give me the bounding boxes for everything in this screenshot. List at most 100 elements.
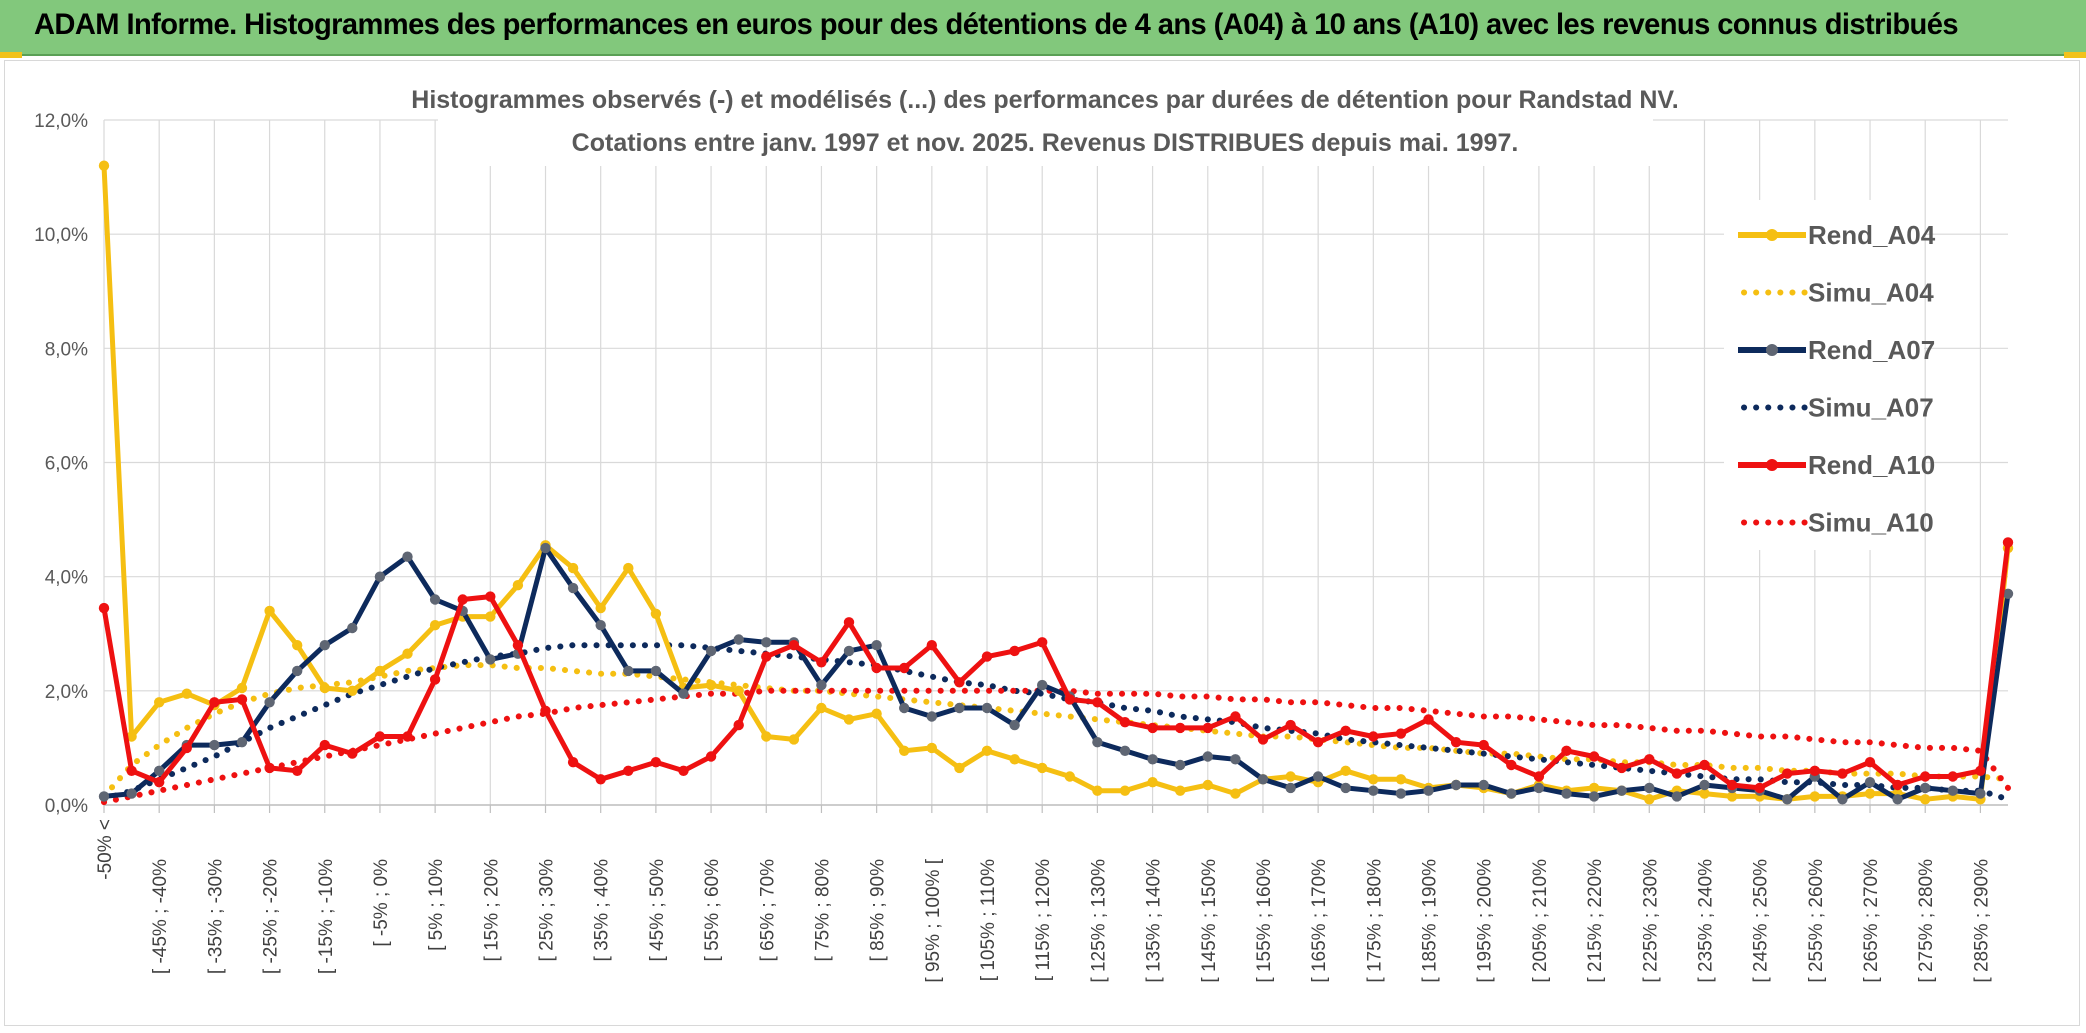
x-tick-label: [ 135% ; 140% <box>1144 859 1165 983</box>
data-point-rend-a10 <box>264 762 275 774</box>
chart-title-line-1: Histogrammes observés (-) et modélisés (… <box>411 86 1678 114</box>
data-point-rend-a07 <box>1699 779 1710 791</box>
chart-title-line-2: Cotations entre janv. 1997 et nov. 2025.… <box>572 129 1519 157</box>
data-point-rend-a10 <box>733 719 744 731</box>
data-point-rend-a10 <box>1368 731 1379 742</box>
x-tick-label: [ 45% ; 50% <box>647 859 668 962</box>
data-point-rend-a04 <box>1175 785 1186 796</box>
data-point-rend-a10 <box>512 640 524 651</box>
data-point-rend-a10 <box>1092 697 1103 708</box>
data-point-rend-a10 <box>402 731 413 742</box>
series-line-simu-a04 <box>101 662 2011 800</box>
data-point-rend-a04 <box>512 580 524 591</box>
data-point-rend-a07 <box>1285 782 1296 794</box>
data-point-rend-a10 <box>1147 722 1158 734</box>
data-point-rend-a10 <box>209 697 220 708</box>
data-point-rend-a04 <box>843 714 855 725</box>
data-point-rend-a07 <box>899 702 910 714</box>
data-point-rend-a07 <box>1616 785 1627 796</box>
x-tick-label: [ 75% ; 80% <box>812 859 833 962</box>
x-tick-label: [ 265% ; 270% <box>1861 859 1882 983</box>
data-point-rend-a10 <box>2002 537 2014 548</box>
data-point-rend-a07 <box>567 582 579 594</box>
y-tick-label: 12,0% <box>34 111 88 132</box>
data-point-rend-a07 <box>1312 771 1324 782</box>
data-point-rend-a07 <box>1147 754 1158 765</box>
data-point-rend-a10 <box>1175 722 1186 734</box>
x-tick-label: [ 55% ; 60% <box>702 859 723 962</box>
data-point-rend-a10 <box>1533 771 1545 782</box>
data-point-rend-a07 <box>733 634 744 645</box>
data-point-rend-a10 <box>1285 719 1296 731</box>
data-point-rend-a04 <box>1230 788 1241 799</box>
x-tick-label: [ 95% ; 100% [ <box>923 858 944 982</box>
x-tick-label: [ 15% ; 20% <box>481 859 502 962</box>
x-tick-label: [ -35% ; -30% <box>205 859 226 974</box>
data-point-rend-a07 <box>926 711 937 722</box>
y-tick-label: 10,0% <box>34 225 88 246</box>
x-tick-label: [ -5% ; 0% <box>371 859 392 947</box>
data-point-rend-a07 <box>705 645 717 657</box>
data-point-rend-a07 <box>1202 751 1214 762</box>
y-tick-label: 8,0% <box>45 339 88 360</box>
data-point-rend-a07 <box>236 737 248 748</box>
data-point-rend-a10 <box>678 765 689 776</box>
chart-frame <box>4 60 2080 1026</box>
data-point-rend-a07 <box>1423 785 1434 796</box>
legend-item-rend-a07: Rend_A07 <box>1738 335 1935 365</box>
data-point-rend-a10 <box>1037 637 1048 648</box>
grid-lines <box>103 119 2008 806</box>
legend-label-simu-a04: Simu_A04 <box>1808 278 1934 308</box>
x-tick-label: [ 35% ; 40% <box>592 859 613 962</box>
data-point-rend-a10 <box>899 662 910 674</box>
legend-marker-rend-a10 <box>1766 459 1778 471</box>
data-point-rend-a04 <box>1009 754 1020 765</box>
data-point-rend-a10 <box>1423 714 1434 725</box>
x-tick-label: [ 5% ; 10% <box>426 859 447 951</box>
data-point-rend-a10 <box>1782 768 1793 779</box>
data-point-rend-a04 <box>374 665 386 677</box>
x-tick-label: [ 65% ; 70% <box>757 859 778 962</box>
legend-label-rend-a04: Rend_A04 <box>1808 220 1936 250</box>
data-point-rend-a07 <box>1009 719 1020 731</box>
series-group <box>98 160 2014 806</box>
data-point-rend-a07 <box>1644 782 1655 794</box>
data-point-rend-a07 <box>1230 754 1241 765</box>
y-tick-label: 6,0% <box>45 454 88 475</box>
data-point-rend-a04 <box>181 688 192 699</box>
legend-item-simu-a10: Simu_A10 <box>1741 508 1934 538</box>
x-axis: -50% < [ -45% ; -40% [ -35% ; -30% [ -25% ;… <box>95 804 2008 983</box>
data-point-rend-a10 <box>1202 722 1214 734</box>
data-point-rend-a04 <box>1285 771 1296 782</box>
data-point-rend-a04 <box>1864 788 1876 799</box>
data-point-rend-a10 <box>871 662 882 674</box>
data-point-rend-a04 <box>429 620 441 631</box>
data-point-rend-a07 <box>1395 788 1407 799</box>
data-point-rend-a10 <box>926 640 937 651</box>
data-point-rend-a10 <box>816 657 827 668</box>
data-point-rend-a10 <box>1395 728 1407 739</box>
data-point-rend-a10 <box>1975 765 1986 776</box>
data-point-rend-a07 <box>1257 774 1269 785</box>
data-point-rend-a10 <box>457 594 468 605</box>
data-point-rend-a07 <box>264 697 275 708</box>
y-tick-label: 2,0% <box>45 682 88 703</box>
data-point-rend-a10 <box>429 674 441 685</box>
legend-marker-rend-a04 <box>1766 229 1778 241</box>
data-point-rend-a04 <box>899 745 910 756</box>
corner-accent-left <box>0 52 22 58</box>
data-point-rend-a07 <box>1561 788 1572 799</box>
data-point-rend-a04 <box>981 745 993 756</box>
data-point-rend-a07 <box>761 637 772 648</box>
data-point-rend-a07 <box>1947 785 1959 796</box>
data-point-rend-a04 <box>1920 794 1931 805</box>
data-point-rend-a07 <box>650 665 662 677</box>
data-point-rend-a07 <box>1864 777 1876 788</box>
data-point-rend-a04 <box>871 708 882 719</box>
data-point-rend-a07 <box>1892 794 1903 805</box>
data-point-rend-a10 <box>1064 694 1076 705</box>
data-point-rend-a04 <box>154 697 165 708</box>
data-point-rend-a07 <box>1506 788 1517 799</box>
chart-title-background <box>438 78 1653 166</box>
